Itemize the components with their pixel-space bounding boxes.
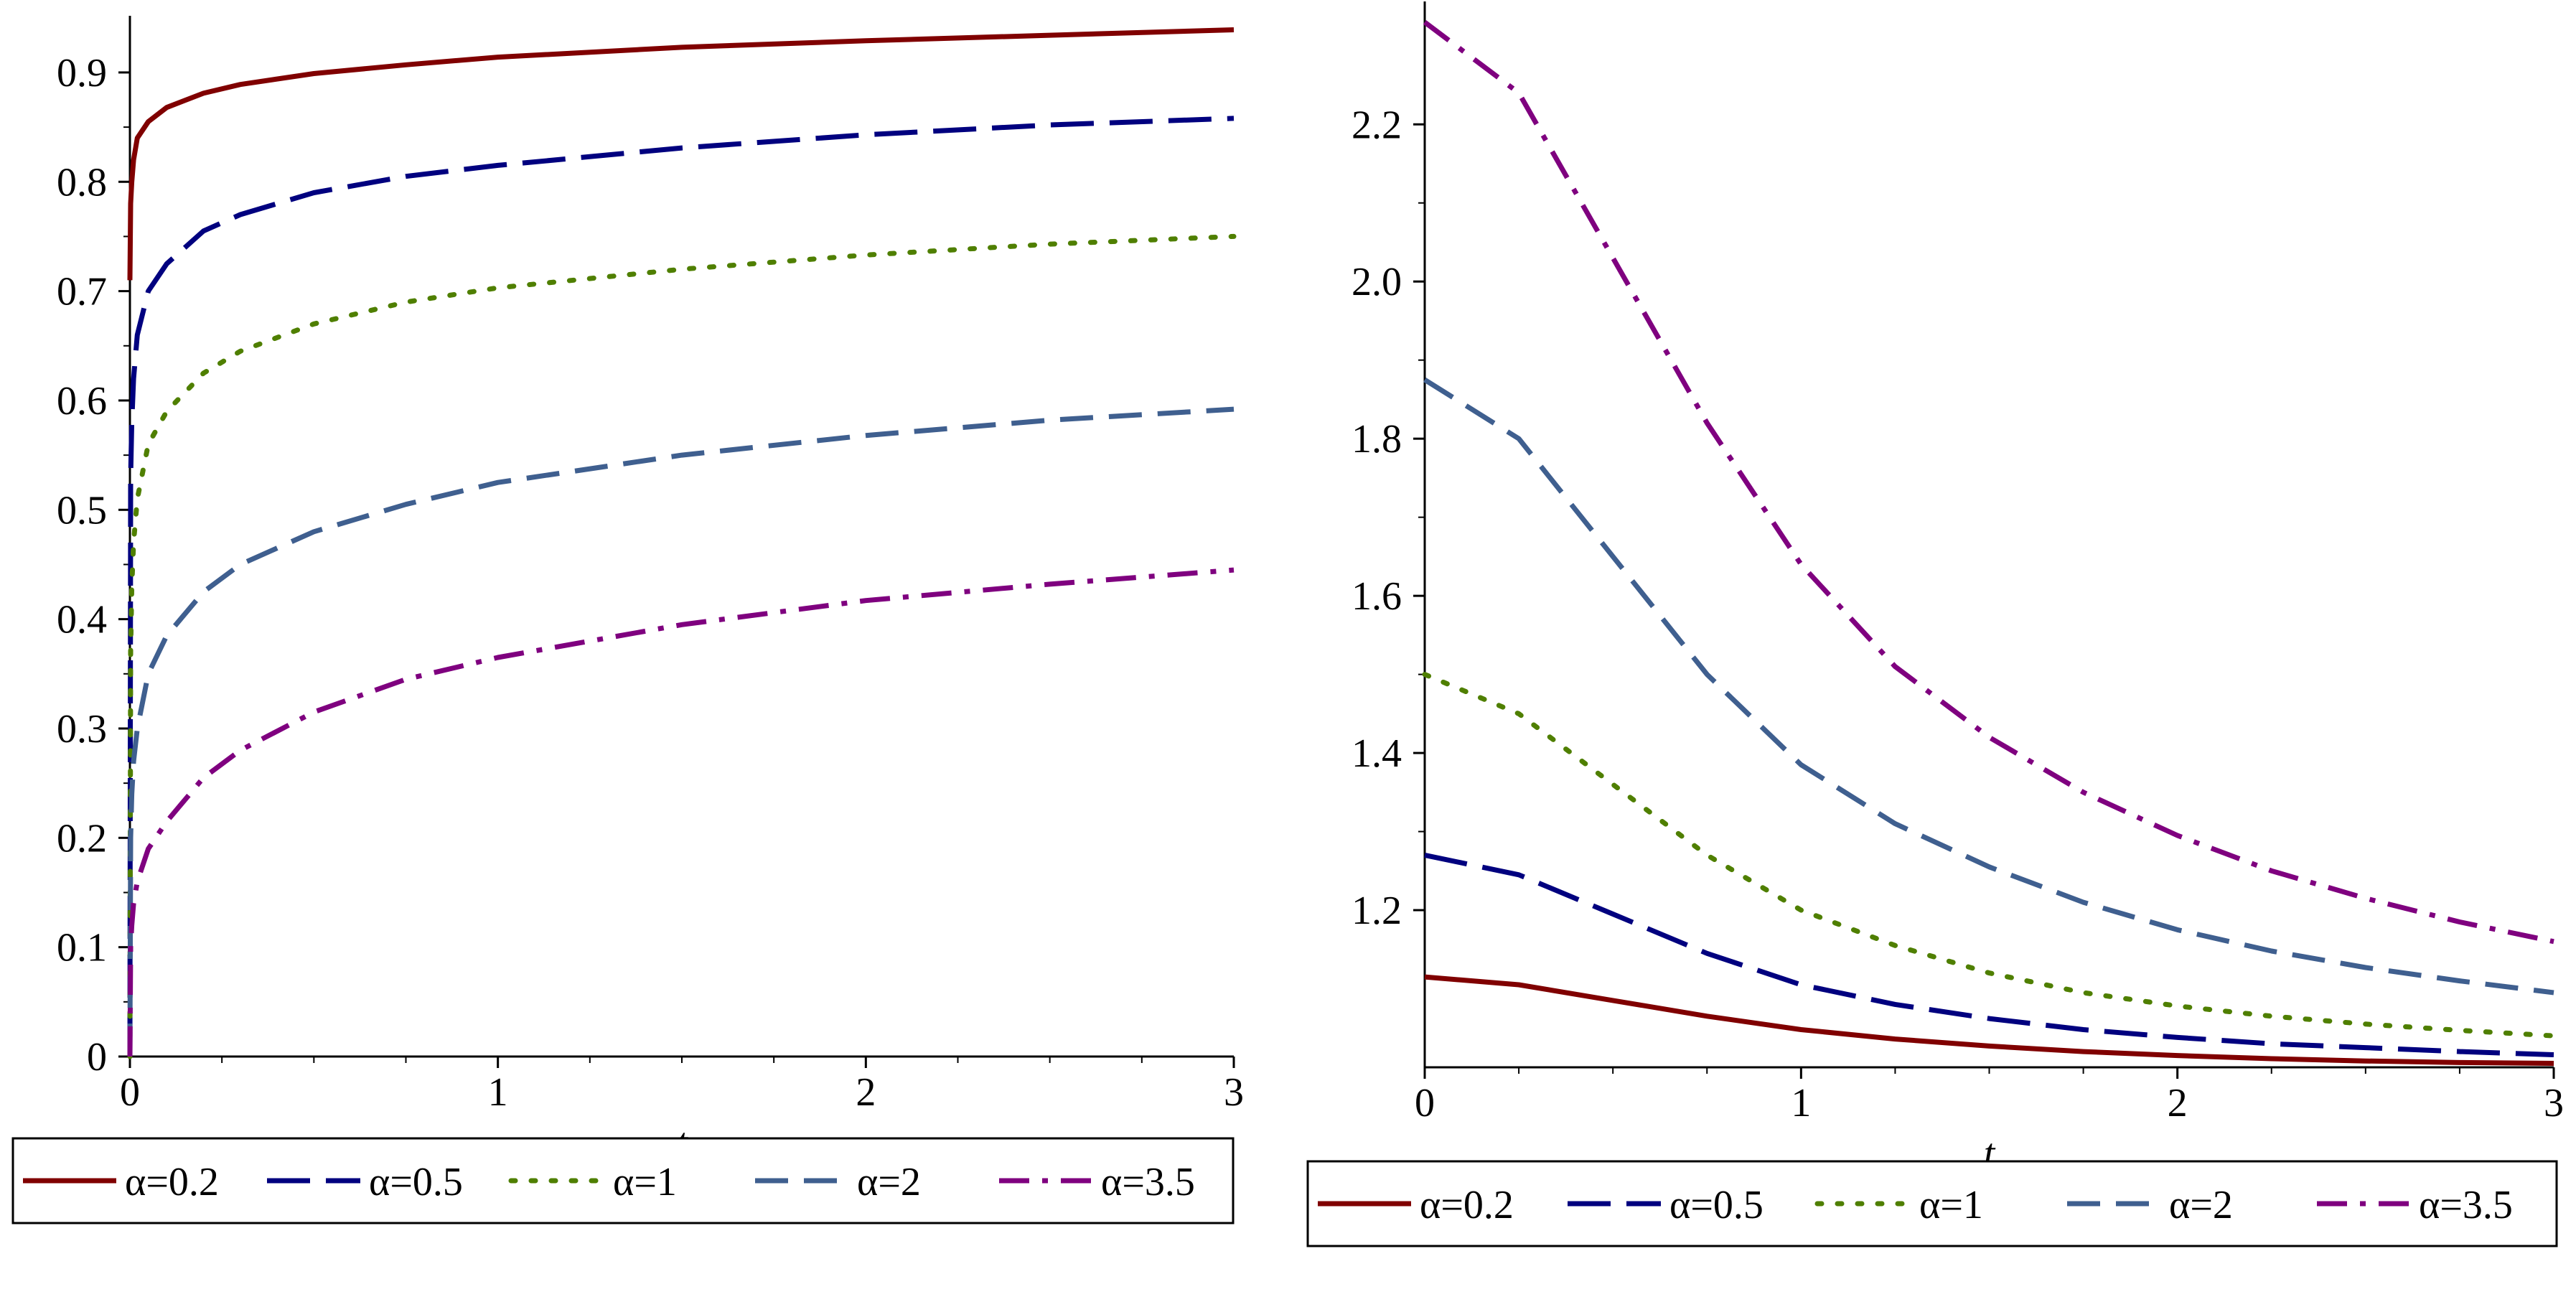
x-tick-label: 2 [856,1070,876,1115]
left-chart: 012300.10.20.30.40.50.60.70.80.9tα=0.2α=… [11,16,1244,1224]
legend-label-2: α=0.5 [1669,1183,1764,1227]
x-tick-label: 3 [2544,1081,2564,1125]
right-chart: 0 1 2 31.21.41.61.82.02.2tα=0.2 α=0.5 α=1 α=2 α… [1306,1,2564,1247]
legend-label-4: α=2 [857,1160,921,1204]
y-tick-label: 0 [87,1035,107,1079]
y-tick-label: 0.8 [57,160,107,205]
axes: 0 1 2 31.21.41.61.82.02.2t [1352,1,2564,1176]
y-tick-label: 0.6 [57,379,107,423]
legend-label-5: α=3.5 [2419,1183,2513,1227]
x-tick-label: 0 [1415,1081,1435,1125]
legend-label-1: α=0.2 [125,1160,219,1204]
legend-box [1306,1160,2558,1247]
series-group [1422,20,2557,1066]
y-tick-label: 0.1 [57,926,107,970]
y-tick-label: 0.5 [57,488,107,533]
x-tick-label: 1 [488,1070,508,1115]
y-tick-label: 2.2 [1352,103,1402,147]
series-line-2 [1424,852,2554,1057]
series-line-5 [1423,20,2554,945]
legend-box [11,1137,1235,1224]
x-tick-label: 0 [120,1070,140,1115]
legend: α=0.2 α=0.5 α=1 α=2 α=3.5 [1306,1160,2558,1247]
x-tick-label: 2 [2168,1081,2188,1125]
y-tick-label: 1.8 [1352,417,1402,462]
y-tick-label: 2.0 [1352,260,1402,304]
y-tick-label: 1.2 [1352,889,1402,933]
x-tick-label: 3 [1224,1070,1244,1115]
legend: α=0.2 α=0.5 α=1 α=2 α=3.5 [11,1137,1235,1224]
legend-label-1: α=0.2 [1420,1183,1514,1227]
series-line-2 [127,116,1235,1057]
series-line-1 [127,27,1235,281]
legend-label-4: α=2 [2169,1183,2233,1227]
series-line-3 [1422,672,2557,1039]
series-line-4 [127,406,1235,1057]
y-tick-label: 0.9 [57,51,107,95]
legend-label-3: α=1 [613,1160,677,1204]
y-tick-label: 0.2 [57,816,107,861]
legend-label-3: α=1 [1919,1183,1983,1227]
y-tick-label: 0.4 [57,598,107,642]
y-tick-label: 0.7 [57,270,107,314]
series-line-5 [127,567,1235,1057]
x-tick-label: 1 [1791,1081,1811,1125]
legend-label-2: α=0.5 [369,1160,463,1204]
legend-label-5: α=3.5 [1101,1160,1195,1204]
y-tick-label: 1.4 [1352,731,1402,776]
series-group [127,27,1237,1059]
y-tick-label: 1.6 [1352,574,1402,619]
series-line-1 [1424,974,2554,1066]
series-line-4 [1423,378,2554,996]
series-line-3 [127,233,1237,1059]
y-tick-label: 0.3 [57,707,107,751]
